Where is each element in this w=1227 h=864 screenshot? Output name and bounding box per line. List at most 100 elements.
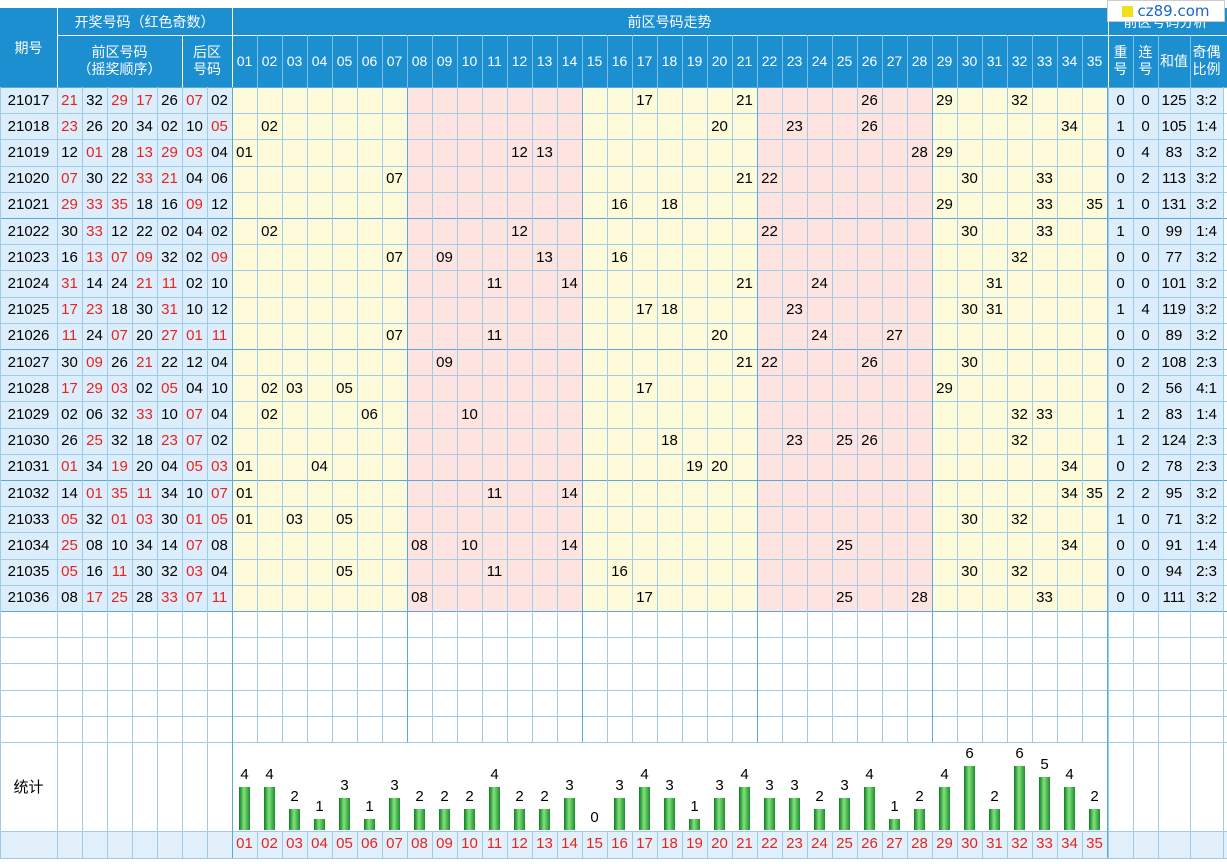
- front-number: 30: [86, 170, 103, 188]
- grid-line: [857, 87, 858, 742]
- front-number: 12: [111, 222, 128, 240]
- back-number: 02: [211, 432, 228, 450]
- sum-cell: 131: [1161, 196, 1187, 214]
- front-number: 01: [86, 143, 103, 161]
- bar-count-26: 4: [865, 766, 874, 784]
- ratio-cell: 3:2: [1196, 484, 1217, 502]
- front-number: 11: [111, 563, 128, 581]
- bar-count-24: 2: [815, 787, 824, 805]
- back-number: 10: [186, 117, 203, 135]
- bar-label-18: 18: [661, 835, 678, 852]
- bar-21: [739, 787, 750, 830]
- grid-line: [0, 611, 1227, 612]
- bar-count-34: 4: [1065, 766, 1074, 784]
- trend-hit-25: 25: [836, 589, 853, 607]
- front-number: 03: [111, 379, 128, 397]
- front-number: 33: [86, 196, 103, 214]
- bar-label-21: 21: [736, 835, 753, 852]
- grid-line: [1082, 87, 1083, 742]
- sum-cell: 105: [1161, 117, 1187, 135]
- front-number: 17: [61, 379, 78, 397]
- period-cell: 21029: [7, 405, 50, 423]
- trend-hit-02: 02: [261, 222, 278, 240]
- bar-01: [239, 787, 250, 830]
- front-number: 17: [86, 589, 103, 607]
- back-number: 05: [186, 458, 203, 476]
- back-number: 04: [186, 222, 203, 240]
- period-cell: 21019: [7, 143, 50, 161]
- grid-line: [482, 87, 483, 742]
- grid-line: [0, 401, 1227, 402]
- grid-line: [0, 166, 1227, 167]
- front-number: 19: [111, 458, 128, 476]
- trend-col-header-02: 02: [257, 35, 282, 87]
- back-number: 07: [211, 484, 228, 502]
- trend-hit-17: 17: [636, 379, 653, 397]
- period-cell: 21017: [7, 91, 50, 109]
- bar-05: [339, 798, 350, 830]
- front-number: 06: [86, 405, 103, 423]
- bar-26: [864, 787, 875, 830]
- repeat-cell: 0: [1116, 327, 1125, 345]
- bar-label-27: 27: [886, 835, 903, 852]
- sum-cell: 113: [1162, 170, 1186, 188]
- ratio-cell: 2:3: [1196, 458, 1217, 476]
- bar-02: [264, 787, 275, 830]
- trend-hit-18: 18: [661, 196, 678, 214]
- sum-cell: 83: [1165, 405, 1183, 423]
- trend-hit-21: 21: [736, 274, 753, 292]
- bar-label-34: 34: [1061, 835, 1078, 852]
- grid-line: [0, 87, 1227, 88]
- sum-cell: 56: [1165, 379, 1183, 397]
- bottom-label-bg: [0, 831, 1227, 858]
- trend-hit-03: 03: [286, 510, 303, 528]
- bar-label-11: 11: [486, 835, 503, 852]
- trend-hit-16: 16: [611, 196, 628, 214]
- grid-line: [757, 87, 758, 742]
- bar-count-30: 6: [965, 745, 974, 762]
- back-number: 10: [186, 484, 203, 502]
- grid-line: [257, 35, 258, 87]
- ratio-cell: 3:2: [1196, 196, 1217, 214]
- grid-line: [232, 87, 233, 858]
- trend-hit-29: 29: [936, 379, 953, 397]
- bar-label-35: 35: [1086, 835, 1103, 852]
- bar-11: [489, 787, 500, 830]
- trend-col-header-12: 12: [507, 35, 532, 87]
- back-number: 08: [211, 536, 228, 554]
- trend-hit-11: 11: [486, 327, 503, 345]
- grid-line: [57, 87, 58, 858]
- trend-col-header-15: 15: [582, 35, 607, 87]
- grid-line: [682, 35, 683, 87]
- period-cell: 21036: [7, 589, 50, 607]
- repeat-cell: 1: [1116, 432, 1125, 450]
- site-logo[interactable]: cz89.com: [1107, 0, 1225, 22]
- trend-hit-32: 32: [1011, 510, 1028, 528]
- front-number: 32: [161, 248, 178, 266]
- grid-line: [1007, 831, 1008, 858]
- grid-line: [82, 87, 83, 858]
- bar-label-13: 13: [536, 835, 553, 852]
- sum-cell: 125: [1161, 91, 1187, 109]
- period-cell: 21020: [7, 170, 50, 188]
- trend-col-header-14: 14: [557, 35, 582, 87]
- back-number: 02: [186, 248, 203, 266]
- grid-line: [607, 831, 608, 858]
- bar-count-31: 2: [990, 787, 999, 805]
- front-number: 16: [161, 196, 178, 214]
- bar-count-18: 3: [665, 777, 674, 794]
- sum-cell: 108: [1161, 353, 1187, 371]
- front-number: 02: [61, 405, 78, 423]
- repeat-cell: 2: [1116, 484, 1125, 502]
- front-number: 18: [111, 301, 128, 319]
- back-number: 02: [186, 274, 203, 292]
- bar-count-10: 2: [465, 787, 474, 805]
- trend-hit-22: 22: [761, 353, 778, 371]
- trend-hit-02: 02: [261, 117, 278, 135]
- draw-header: 开奖号码（红色奇数）: [57, 8, 232, 35]
- trend-hit-05: 05: [336, 563, 353, 581]
- ratio-cell: 3:2: [1196, 248, 1217, 266]
- repeat-cell: 1: [1116, 196, 1125, 214]
- grid-line: [1082, 831, 1083, 858]
